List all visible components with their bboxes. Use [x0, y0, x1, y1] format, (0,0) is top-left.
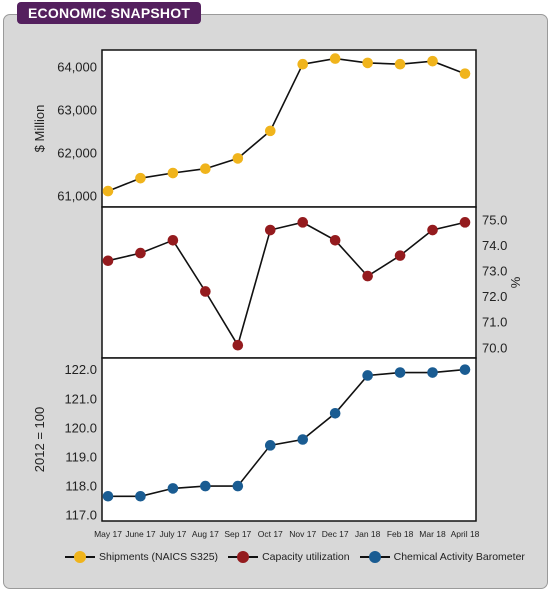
- x-tick-label: June 17: [125, 529, 156, 539]
- data-point: [167, 167, 179, 179]
- data-point: [135, 247, 146, 259]
- legend-item-barometer: Chemical Activity Barometer: [359, 551, 525, 563]
- x-tick-label: Mar 18: [419, 529, 446, 539]
- data-point: [102, 255, 114, 267]
- panel-1-background: [101, 49, 477, 208]
- data-point: [427, 224, 438, 236]
- page-title: ECONOMIC SNAPSHOT: [17, 2, 202, 24]
- panel-2-tick-label: 74.0: [482, 238, 507, 253]
- panel-3-tick-label: 122.0: [64, 362, 97, 377]
- legend-label-shipments: Shipments (NAICS S325): [99, 551, 219, 563]
- data-point: [427, 367, 438, 378]
- data-point: [329, 408, 341, 419]
- panel-2-background: [101, 206, 477, 359]
- x-tick-label: Sep 17: [224, 529, 251, 539]
- data-point: [459, 68, 471, 79]
- data-point: [427, 55, 438, 67]
- panel-3-tick-label: 120.0: [64, 420, 97, 435]
- x-tick-label: Nov 17: [289, 529, 316, 539]
- x-tick-label: Aug 17: [192, 529, 219, 539]
- data-point: [264, 440, 276, 451]
- legend-dot-shipments: [74, 551, 86, 563]
- x-tick-label: May 17: [94, 529, 122, 539]
- panel-3-axis-label: 2012 = 100: [32, 407, 47, 472]
- data-point: [362, 270, 373, 282]
- panel-2-tick-label: 73.0: [482, 263, 507, 278]
- panel-2-tick-label: 72.0: [482, 289, 507, 304]
- data-point: [135, 490, 146, 502]
- panel-3-tick-label: 117.0: [65, 508, 97, 523]
- panel-3-tick-label: 118.0: [65, 479, 97, 494]
- x-tick-label: Dec 17: [322, 529, 349, 539]
- x-tick-label: Jan 18: [355, 529, 381, 539]
- legend-item-shipments: Shipments (NAICS S325): [65, 551, 218, 563]
- data-point: [200, 480, 211, 492]
- panel-1-tick-label: 63,000: [57, 103, 97, 118]
- data-point: [200, 286, 211, 297]
- data-point: [297, 58, 309, 70]
- data-point: [102, 185, 114, 197]
- legend: Shipments (NAICS S325) Capacity utilizat…: [65, 551, 525, 563]
- data-point: [135, 172, 146, 184]
- data-point: [362, 370, 373, 381]
- legend-label-barometer: Chemical Activity Barometer: [393, 551, 525, 563]
- data-point: [200, 163, 211, 175]
- data-point: [459, 217, 471, 228]
- panel-2-tick-label: 71.0: [482, 315, 507, 330]
- data-point: [329, 234, 341, 246]
- panel-1-tick-label: 61,000: [57, 189, 97, 204]
- data-point: [264, 125, 276, 137]
- panel-2-axis-label: %: [508, 276, 523, 288]
- legend-line-capacity: [228, 551, 259, 563]
- data-point: [297, 434, 309, 445]
- data-point: [167, 234, 179, 246]
- data-point: [167, 483, 179, 494]
- panel-3-tick-label: 119.0: [65, 449, 97, 464]
- x-tick-label: Oct 17: [258, 529, 283, 539]
- series-line-3: [108, 368, 466, 498]
- data-point: [362, 57, 373, 69]
- data-point: [264, 224, 276, 236]
- legend-dot-barometer: [368, 551, 381, 563]
- legend-dot-capacity: [237, 551, 250, 563]
- data-point: [394, 250, 406, 261]
- panel-2-tick-label: 70.0: [482, 340, 507, 355]
- legend-item-capacity: Capacity utilization: [228, 551, 350, 563]
- x-tick-label: July 17: [159, 529, 186, 539]
- data-point: [394, 58, 406, 70]
- data-point: [329, 53, 341, 64]
- panel-1-tick-label: 62,000: [57, 146, 97, 161]
- panel-1-tick-label: 64,000: [57, 60, 97, 75]
- data-point: [459, 364, 471, 375]
- data-point: [232, 480, 244, 492]
- data-point: [232, 339, 244, 351]
- data-point: [102, 490, 114, 502]
- panel-2-tick-label: 75.0: [482, 212, 507, 227]
- data-point: [297, 217, 309, 228]
- panel-3-tick-label: 121.0: [64, 391, 97, 406]
- series-line-1: [107, 57, 466, 192]
- panel-1-axis-label: $ Million: [32, 105, 47, 153]
- legend-line-shipments: [65, 551, 95, 563]
- legend-line-barometer: [359, 551, 390, 563]
- data-point: [394, 367, 406, 378]
- x-tick-label: Feb 18: [387, 529, 414, 539]
- legend-label-capacity: Capacity utilization: [262, 551, 350, 563]
- x-tick-label: April 18: [451, 529, 480, 539]
- panel-3-background: [101, 357, 477, 522]
- series-line-2: [107, 221, 466, 348]
- data-point: [232, 153, 244, 164]
